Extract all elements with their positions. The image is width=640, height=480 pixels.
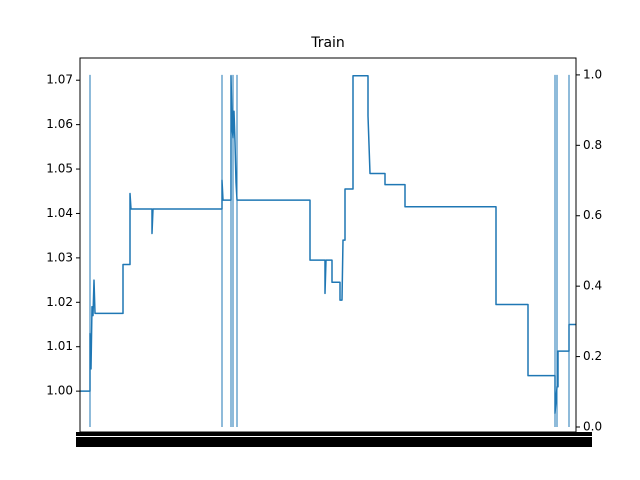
vertical-lines [89, 74, 570, 427]
y2-tick-label: 0.4 [583, 279, 602, 293]
x-tick-labels-overlapped [76, 437, 592, 447]
y2-tick-label: 1.0 [583, 67, 602, 81]
x-tick-marks [76, 432, 592, 436]
y-tick-label: 1.03 [46, 250, 73, 264]
y2-tick-label: 0.8 [583, 138, 602, 152]
plot-frame [79, 57, 577, 433]
y-tick-label: 1.07 [46, 73, 73, 87]
y-tick-label: 1.04 [46, 206, 73, 220]
y2-tick-label: 0.0 [583, 420, 602, 434]
series-line [80, 75, 576, 415]
y2-tick-label: 0.2 [583, 349, 602, 363]
chart-title: Train [310, 35, 345, 51]
y-tick-label: 1.05 [46, 162, 73, 176]
y-tick-label: 1.02 [46, 295, 73, 309]
y-tick-label: 1.01 [46, 339, 73, 353]
y-tick-label: 1.00 [46, 384, 73, 398]
y-tick-label: 1.06 [46, 117, 73, 131]
y2-tick-label: 0.6 [583, 208, 602, 222]
